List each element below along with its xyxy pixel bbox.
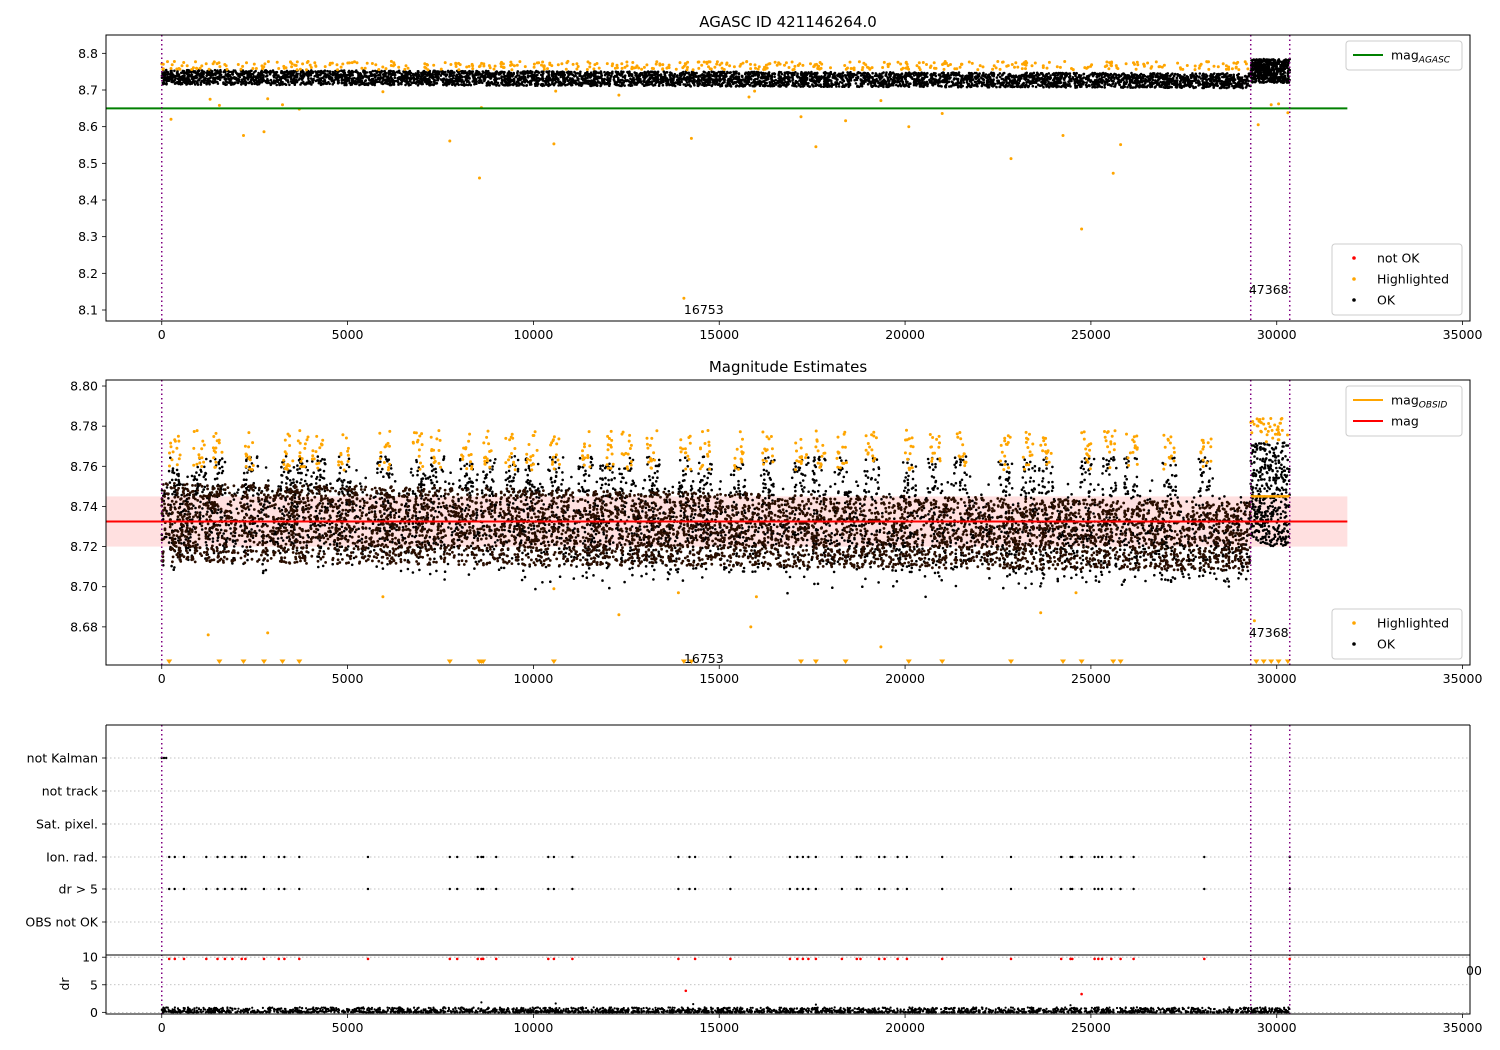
obsid-label: 16753 <box>684 651 724 666</box>
y-tick-label: 8.68 <box>70 619 98 634</box>
x-tick-label: 25000 <box>1071 671 1111 686</box>
x-tick-label: 20000 <box>885 1020 925 1035</box>
category-label: OBS not OK <box>25 915 98 930</box>
x-tick-label: 35000 <box>1443 1020 1483 1035</box>
x-tick-label: 15000 <box>699 671 739 686</box>
y-tick-label: 8.80 <box>70 379 98 394</box>
legend-box <box>1345 40 1463 71</box>
x-tick-label: 10000 <box>514 327 554 342</box>
x-tick-label: 0 <box>158 327 166 342</box>
y-tick-label: 10 <box>82 950 98 965</box>
flag-points <box>167 887 1291 891</box>
x-tick-label: 0 <box>158 671 166 686</box>
axes-frame <box>105 34 1471 322</box>
y-tick-label: 8.72 <box>70 539 98 554</box>
x-tick-label: 10000 <box>514 671 554 686</box>
x-tick-label: 35000 <box>1443 327 1483 342</box>
ok-points <box>160 441 1291 599</box>
legend-dot-swatch <box>1352 642 1356 646</box>
y-axis-label: dr <box>57 977 72 991</box>
legend-label: Highlighted <box>1377 616 1449 631</box>
y-tick-label: 8.1 <box>78 303 98 318</box>
obsid-label: 47368 <box>1249 282 1289 297</box>
ok-points <box>160 57 1292 90</box>
legend-dot-swatch <box>1352 256 1356 260</box>
y-tick-label: 8.76 <box>70 459 98 474</box>
legend-label: OK <box>1377 293 1396 308</box>
legend-dot-swatch <box>1352 621 1356 625</box>
x-tick-label: 25000 <box>1071 327 1111 342</box>
legend-label: magAGASC <box>1391 48 1451 66</box>
legend-box <box>1345 385 1463 437</box>
y-tick-label: 8.4 <box>78 193 98 208</box>
y-tick-label: 8.6 <box>78 119 98 134</box>
y-tick-label: 8.3 <box>78 229 98 244</box>
y-tick-label: 8.8 <box>78 46 98 61</box>
category-label: Sat. pixel. <box>36 817 98 832</box>
ok-core-points <box>160 482 1252 572</box>
dr-panel: 0 5000 10000 15000 20000 25000 30000 35000 0 5 10 d… <box>57 950 1482 1035</box>
x-tick-label: 35000 <box>1443 671 1483 686</box>
legend-dot-swatch <box>1352 277 1356 281</box>
top-panel: AGASC ID 421146264.0 16753 47368 0 5000 10000… <box>78 13 1482 342</box>
x-tick-label: 30000 <box>1257 327 1297 342</box>
y-tick-label: 0 <box>90 1005 98 1020</box>
legend-label: mag <box>1391 414 1419 429</box>
x-tick-label: 5000 <box>332 1020 364 1035</box>
flags-panel: not Kalman not track Sat. pixel. Ion. rad. d… <box>25 724 1482 1014</box>
middle-panel: Magnitude Estimates 16753 47368 0 5000 10000 1… <box>70 358 1482 686</box>
category-label: not track <box>42 784 99 799</box>
legend-label: magOBSID <box>1391 393 1447 411</box>
below-axis-markers <box>166 659 1291 664</box>
y-tick-label: 8.70 <box>70 579 98 594</box>
category-label: Ion. rad. <box>46 850 98 865</box>
ok-points <box>160 1001 1291 1014</box>
x-tick-label: 5000 <box>332 327 364 342</box>
edge-tick-fragment: 00 <box>1466 963 1482 978</box>
y-tick-label: 8.74 <box>70 499 98 514</box>
y-tick-label: 8.7 <box>78 83 98 98</box>
y-tick-label: 5 <box>90 977 98 992</box>
chart-title: AGASC ID 421146264.0 <box>699 13 877 31</box>
x-tick-label: 30000 <box>1257 671 1297 686</box>
y-tick-label: 8.5 <box>78 156 98 171</box>
obsid-label: 47368 <box>1249 625 1289 640</box>
x-tick-label: 15000 <box>699 1020 739 1035</box>
x-tick-label: 10000 <box>514 1020 554 1035</box>
legend-box <box>1331 243 1463 316</box>
chart-title: Magnitude Estimates <box>709 358 867 376</box>
axes-frame <box>105 379 1471 666</box>
x-tick-label: 30000 <box>1257 1020 1297 1035</box>
category-label: dr > 5 <box>59 882 98 897</box>
x-tick-label: 25000 <box>1071 1020 1111 1035</box>
legend-box <box>1331 608 1463 660</box>
x-tick-label: 0 <box>158 1020 166 1035</box>
x-tick-label: 20000 <box>885 671 925 686</box>
x-tick-label: 5000 <box>332 671 364 686</box>
x-tick-label: 20000 <box>885 327 925 342</box>
legend-dot-swatch <box>1352 298 1356 302</box>
legend-label: not OK <box>1377 251 1420 266</box>
not-ok-points <box>167 957 1291 996</box>
x-tick-label: 15000 <box>699 327 739 342</box>
category-label: not Kalman <box>27 751 98 766</box>
obsid-label: 16753 <box>684 302 724 317</box>
y-tick-label: 8.2 <box>78 266 98 281</box>
y-tick-label: 8.78 <box>70 419 98 434</box>
flag-points <box>167 855 1291 859</box>
legend-label: OK <box>1377 637 1396 652</box>
highlighted-points <box>160 59 1290 300</box>
legend-label: Highlighted <box>1377 272 1449 287</box>
